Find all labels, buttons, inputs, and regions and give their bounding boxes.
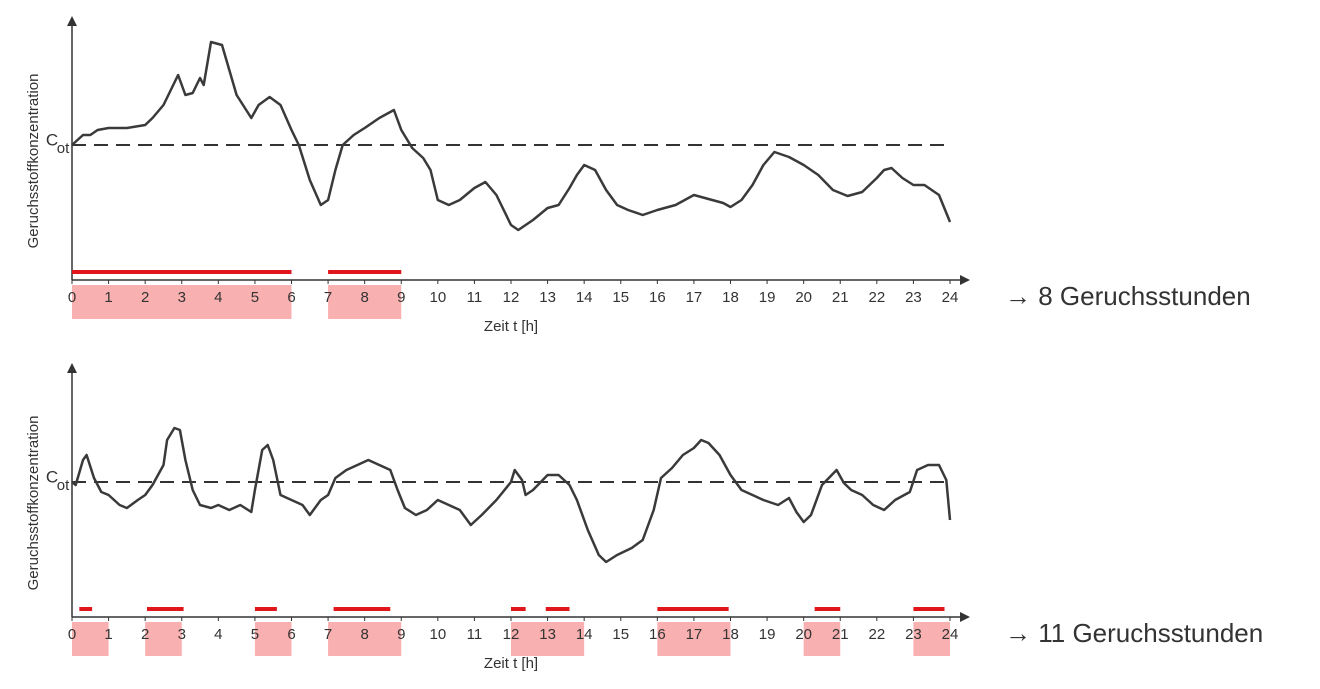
- x-tick-label: 12: [503, 289, 520, 306]
- x-tick-label: 0: [68, 289, 76, 306]
- x-tick-label: 2: [141, 626, 149, 643]
- y-axis-arrow: [67, 363, 77, 373]
- x-tick-label: 18: [722, 289, 739, 306]
- x-tick-label: 20: [795, 626, 812, 643]
- x-tick-label: 5: [251, 626, 259, 643]
- odour-hour: [913, 622, 950, 656]
- y-axis-label: Geruchsstoffkonzentration: [25, 74, 42, 249]
- x-tick-label: 6: [287, 289, 295, 306]
- odour-hour: [328, 622, 402, 656]
- x-tick-label: 16: [649, 289, 666, 306]
- x-tick-label: 4: [214, 289, 222, 306]
- x-tick-label: 19: [759, 626, 776, 643]
- x-tick-label: 11: [467, 289, 483, 306]
- x-tick-label: 4: [214, 626, 222, 643]
- threshold-label: C: [46, 467, 58, 486]
- x-tick-label: 20: [795, 289, 812, 306]
- y-axis-label: Geruchsstoffkonzentration: [25, 416, 42, 591]
- odour-hour: [657, 622, 731, 656]
- x-tick-label: 24: [942, 289, 959, 306]
- x-tick-label: 1: [104, 289, 112, 306]
- x-tick-label: 15: [612, 626, 629, 643]
- x-axis-label: Zeit t [h]: [484, 318, 538, 335]
- x-tick-label: 17: [686, 626, 703, 643]
- x-tick-label: 10: [429, 289, 446, 306]
- result: → 8 Geruchsstunden: [1005, 281, 1251, 311]
- x-axis-arrow: [960, 612, 970, 622]
- concentration-line: [71, 40, 952, 232]
- odour-hour: [145, 622, 182, 656]
- x-tick-label: 24: [942, 626, 959, 643]
- x-tick-label: 12: [503, 626, 520, 643]
- x-tick-label: 17: [686, 289, 703, 306]
- x-tick-label: 8: [360, 289, 368, 306]
- x-tick-label: 10: [429, 626, 446, 643]
- concentration-line: [71, 426, 952, 564]
- x-axis-label: Zeit t [h]: [484, 655, 538, 672]
- x-tick-label: 7: [324, 626, 332, 643]
- x-tick-label: 16: [649, 626, 666, 643]
- x-tick-label: 9: [397, 289, 405, 306]
- x-tick-label: 23: [905, 626, 922, 643]
- x-tick-label: 15: [612, 289, 629, 306]
- odour-hour: [328, 285, 402, 319]
- x-tick-label: 0: [68, 626, 76, 643]
- x-tick-label: 13: [539, 626, 556, 643]
- x-tick-label: 14: [576, 289, 593, 306]
- x-tick-label: 2: [141, 289, 149, 306]
- x-tick-label: 22: [868, 626, 885, 643]
- y-axis-arrow: [67, 16, 77, 26]
- threshold-label-sub: ot: [57, 477, 70, 494]
- x-tick-label: 11: [467, 626, 483, 643]
- x-tick-label: 14: [576, 626, 593, 643]
- x-tick-label: 23: [905, 289, 922, 306]
- x-tick-label: 3: [178, 289, 186, 306]
- x-tick-label: 21: [832, 289, 849, 306]
- x-tick-label: 7: [324, 289, 332, 306]
- odour-hour: [803, 622, 841, 656]
- odour-hour: [72, 285, 292, 319]
- x-tick-label: 9: [397, 626, 405, 643]
- x-tick-label: 13: [539, 289, 556, 306]
- x-tick-label: 3: [178, 626, 186, 643]
- odour-hour: [72, 622, 109, 656]
- odour-hour: [511, 622, 585, 656]
- x-tick-label: 21: [832, 626, 849, 643]
- result: → 11 Geruchsstunden: [1005, 618, 1263, 648]
- x-tick-label: 1: [104, 626, 112, 643]
- x-tick-label: 8: [360, 626, 368, 643]
- x-axis-arrow: [960, 275, 970, 285]
- x-tick-label: 19: [759, 289, 776, 306]
- x-tick-label: 5: [251, 289, 259, 306]
- threshold-label: C: [46, 130, 58, 149]
- x-tick-label: 18: [722, 626, 739, 643]
- threshold-label-sub: ot: [57, 140, 70, 157]
- x-tick-label: 6: [287, 626, 295, 643]
- odour-hour: [254, 622, 292, 656]
- x-tick-label: 22: [868, 289, 885, 306]
